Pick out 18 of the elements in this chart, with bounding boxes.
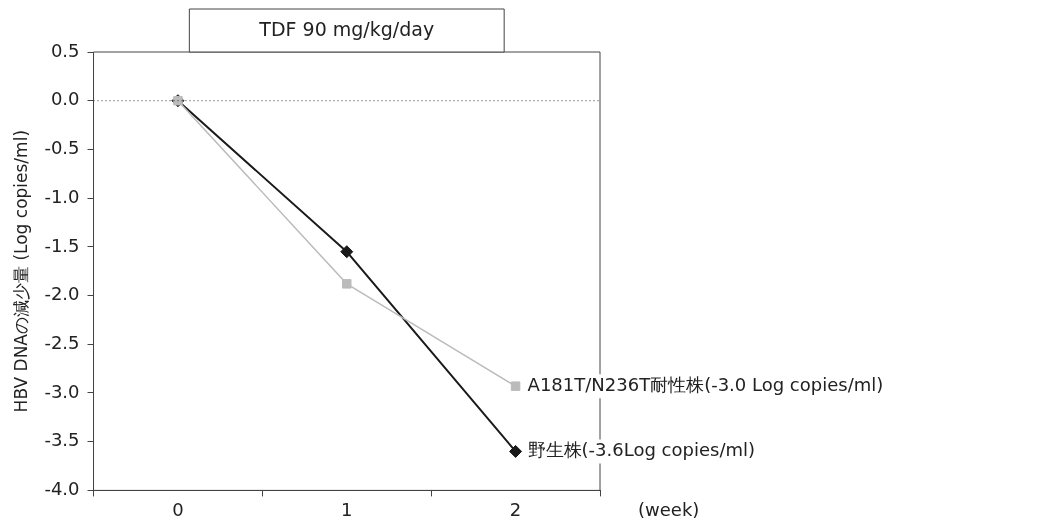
y-tick-label: -4.0 [44,478,80,500]
y-tick-label: -2.5 [44,331,80,353]
y-tick-label: -0.5 [44,137,80,159]
x-tick-label: 2 [509,498,522,520]
y-axis-title: HBV DNAの減少量 (Log copies/ml) [10,129,31,413]
x-axis-title: (week) [638,499,700,521]
y-tick-label: -2.0 [44,283,80,305]
y-tick-label: -1.5 [44,234,80,256]
x-tick-label: 1 [341,498,353,520]
y-tick-label: -3.5 [44,429,80,451]
chart-title: TDF 90 mg/kg/day [258,18,435,41]
x-tick-label: 0 [172,498,184,520]
y-tick-label: -1.0 [44,185,80,207]
series-label: 野生株(-3.6Log copies/ml) [527,439,756,461]
y-tick-label: 0.5 [50,39,80,61]
y-tick-label: 0.0 [50,88,80,110]
series-label: A181T/N236T耐性株(-3.0 Log copies/ml) [527,373,884,395]
y-tick-label: -3.0 [44,380,80,402]
